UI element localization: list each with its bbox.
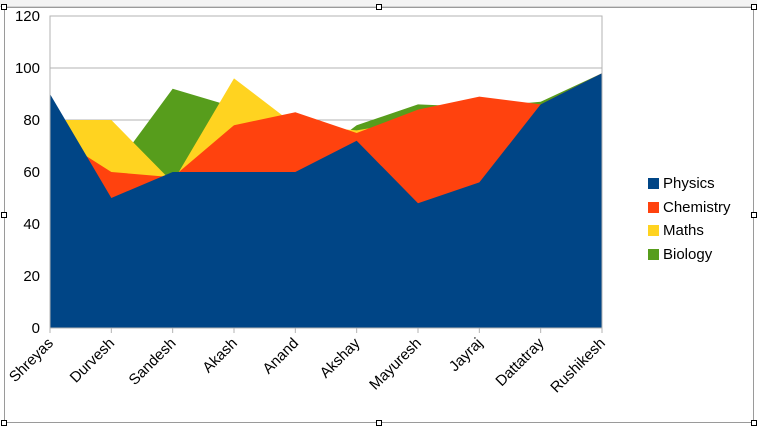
legend-swatch xyxy=(648,225,659,237)
y-tick-label: 60 xyxy=(23,164,40,181)
legend-item-chemistry: Chemistry xyxy=(648,196,731,220)
y-axis-tick-labels: 0 20 40 60 80 100 120 xyxy=(15,8,40,337)
x-tick-label-mayuresh: Mayuresh xyxy=(366,335,425,394)
x-tick-label-dattatray: Dattatray xyxy=(492,334,547,389)
y-tick-label: 80 xyxy=(23,112,40,129)
legend: Physics Chemistry Maths Biology xyxy=(648,172,731,266)
plot-area-border xyxy=(49,15,603,329)
legend-swatch xyxy=(648,178,659,190)
legend-label: Biology xyxy=(663,245,713,263)
legend-item-biology: Biology xyxy=(648,243,731,267)
legend-label: Chemistry xyxy=(663,198,731,216)
x-tick-label-jayraj: Jayraj xyxy=(446,335,486,375)
y-tick-label: 20 xyxy=(23,268,40,285)
x-tick-label-anand: Anand xyxy=(259,335,302,378)
x-tick-label-akash: Akash xyxy=(199,335,241,377)
x-tick-label-durvesh: Durvesh xyxy=(67,335,119,387)
x-tick-label-akshay: Akshay xyxy=(317,334,364,381)
y-tick-label: 100 xyxy=(15,60,40,77)
y-tick-label: 0 xyxy=(32,320,40,337)
legend-label: Maths xyxy=(663,222,704,240)
x-tick-label-sandesh: Sandesh xyxy=(126,335,180,389)
y-tick-label: 40 xyxy=(23,216,40,233)
x-tick-label-rushikesh: Rushikesh xyxy=(547,335,609,397)
resize-handle-top-left[interactable] xyxy=(1,4,7,10)
resize-handle-top-center[interactable] xyxy=(376,4,382,10)
area-series-physics[interactable] xyxy=(50,73,602,328)
x-axis-tick-labels: Shreyas Durvesh Sandesh Akash Anand Akshay May… xyxy=(6,328,609,396)
legend-item-physics: Physics xyxy=(648,172,731,196)
legend-label: Physics xyxy=(663,175,715,193)
legend-item-maths: Maths xyxy=(648,219,731,243)
series-areas xyxy=(50,73,602,328)
legend-swatch xyxy=(648,248,659,260)
x-tick-label-shreyas: Shreyas xyxy=(6,335,57,386)
legend-swatch xyxy=(648,201,659,213)
y-tick-label: 120 xyxy=(15,8,40,25)
resize-handle-middle-left[interactable] xyxy=(1,212,7,218)
